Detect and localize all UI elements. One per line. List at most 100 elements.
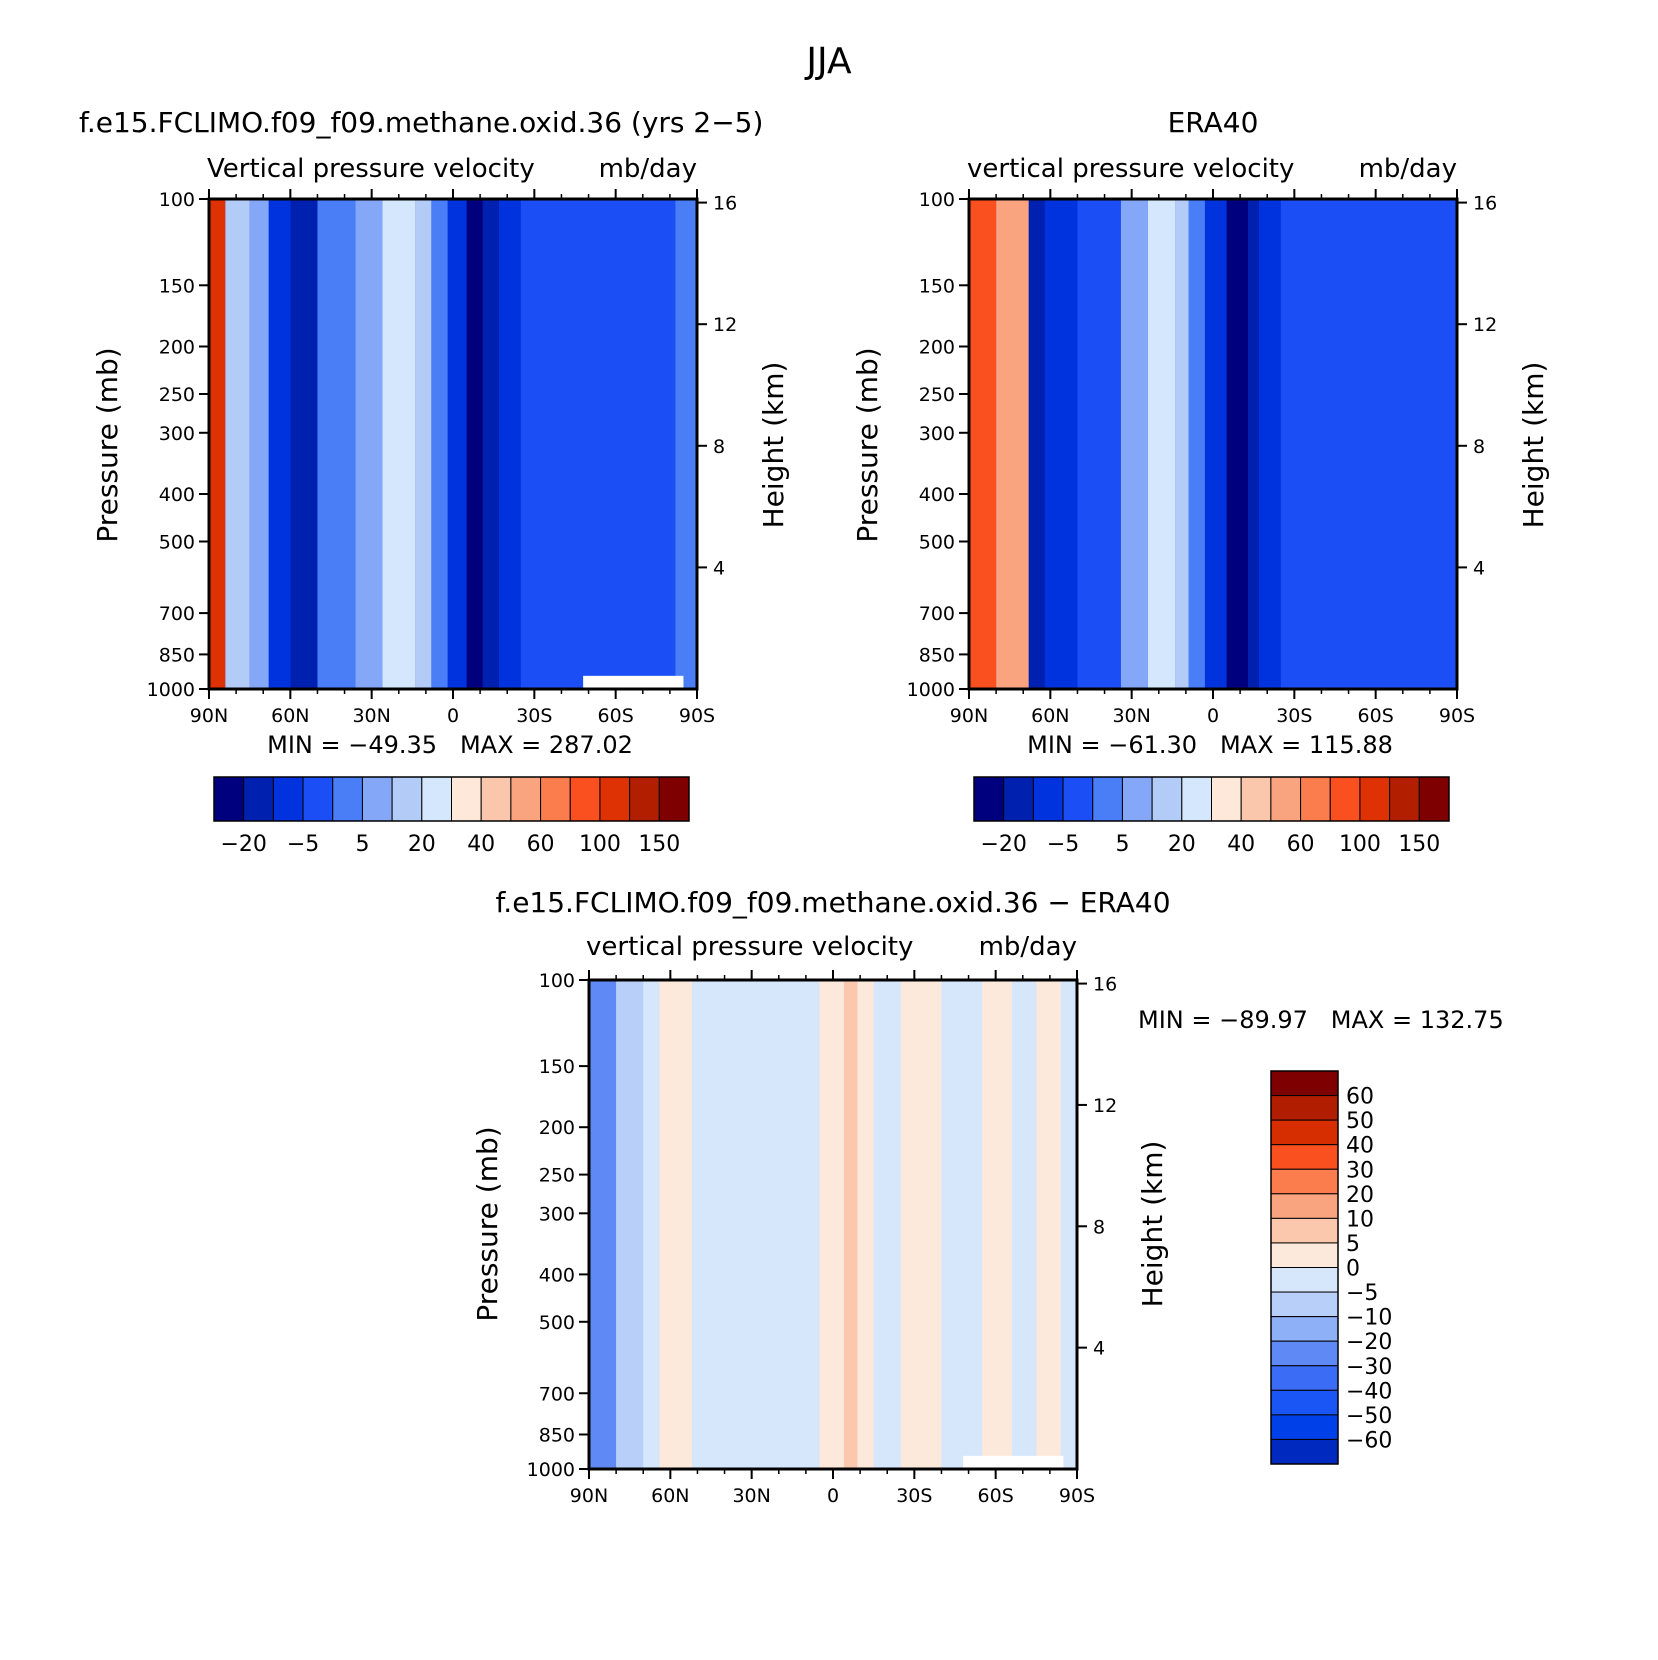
colorbar-swatch <box>1151 776 1183 822</box>
x-tick-label: 90N <box>950 705 988 727</box>
colorbar-swatch <box>1270 1267 1339 1293</box>
x-tick-label: 0 <box>447 705 459 727</box>
panel-era40-title: ERA40 <box>1168 106 1259 139</box>
colorbar-swatch <box>1270 1095 1339 1121</box>
colorbar-swatch <box>1062 776 1094 822</box>
colorbar-swatch <box>1003 776 1034 822</box>
colorbar-swatch <box>1121 776 1153 822</box>
colorbar-swatch <box>1270 1144 1339 1170</box>
y-tick-label: 850 <box>539 1424 575 1446</box>
panel-diff-y2label: Height (km) <box>1136 1141 1169 1308</box>
colorbar-label: −60 <box>1346 1428 1392 1453</box>
y-tick-label: 200 <box>159 337 195 359</box>
contour-band <box>659 980 693 1469</box>
colorbar-swatch <box>540 776 571 822</box>
y2-tick-label: 12 <box>1093 1095 1117 1117</box>
y-tick-label: 400 <box>919 484 955 506</box>
y-tick-label: 200 <box>539 1117 575 1139</box>
colorbar-label: 40 <box>1227 832 1255 857</box>
panel-model-colorbar: −20 −5 5 20 40 60 100 150 <box>213 776 690 857</box>
panel-diff-subtitle-left: vertical pressure velocity <box>586 932 913 962</box>
contour-band <box>209 199 226 689</box>
contour-band <box>616 980 644 1469</box>
y2-tick-label: 4 <box>713 557 725 579</box>
y2-tick-label: 16 <box>713 193 737 215</box>
contour-band <box>1204 199 1227 689</box>
y-tick-label: 500 <box>539 1312 575 1334</box>
contour-band <box>735 980 779 1469</box>
y-tick-label: 200 <box>919 337 955 359</box>
colorbar-label: 40 <box>467 832 495 857</box>
y-tick-label: 500 <box>159 531 195 553</box>
colorbar-swatch <box>1270 1242 1339 1268</box>
colorbar-label: −20 <box>980 832 1026 857</box>
contour-band <box>800 980 820 1469</box>
contour-band <box>1362 199 1390 689</box>
contour-band <box>1389 199 1430 689</box>
y-tick-label: 500 <box>919 531 955 553</box>
x-tick-label: 30N <box>352 705 390 727</box>
colorbar-label: −5 <box>287 832 319 857</box>
colorbar-swatch <box>658 776 690 822</box>
colorbar-swatch <box>302 776 334 822</box>
y-tick-label: 250 <box>539 1165 575 1187</box>
y-tick-label: 700 <box>539 1383 575 1405</box>
y-tick-label: 300 <box>159 423 195 445</box>
colorbar-swatch <box>332 776 363 822</box>
y2-tick-label: 8 <box>713 436 725 458</box>
contour-band <box>692 980 736 1469</box>
contour-band <box>1226 199 1249 689</box>
contour-band <box>900 980 942 1469</box>
contour-band <box>268 199 291 689</box>
colorbar-swatch <box>451 776 482 822</box>
colorbar-swatch <box>1270 1365 1339 1391</box>
y2-tick-label: 8 <box>1473 436 1485 458</box>
x-tick-label: 60N <box>1031 705 1069 727</box>
panel-model: f.e15.FCLIMO.f09_f09.methane.oxid.36 (yr… <box>79 106 790 857</box>
colorbar-swatch <box>1211 776 1242 822</box>
contour-band <box>249 199 269 689</box>
contour-band <box>996 199 1029 689</box>
x-tick-label: 60S <box>1358 705 1394 727</box>
y2-tick-label: 4 <box>1473 557 1485 579</box>
y-tick-label: 300 <box>919 423 955 445</box>
contour-band <box>520 199 548 689</box>
colorbar-swatch <box>1270 1217 1339 1244</box>
contour-band <box>819 980 844 1469</box>
x-tick-label: 30S <box>1276 705 1312 727</box>
x-tick-label: 60S <box>978 1485 1014 1507</box>
panel-diff-title: f.e15.FCLIMO.f09_f09.methane.oxid.36 − E… <box>495 886 1170 919</box>
colorbar-label: −20 <box>220 832 266 857</box>
panel-model-y2label: Height (km) <box>757 362 790 529</box>
x-tick-label: 90S <box>1059 1485 1095 1507</box>
contour-band <box>1036 980 1061 1469</box>
colorbar-label: −50 <box>1346 1404 1392 1429</box>
x-tick-label: 0 <box>827 1485 839 1507</box>
colorbar-label: −40 <box>1346 1379 1392 1404</box>
x-tick-label: 60N <box>651 1485 689 1507</box>
colorbar-swatch <box>1181 776 1212 822</box>
colorbar-label: 60 <box>527 832 555 857</box>
colorbar-label: 100 <box>1339 832 1381 857</box>
colorbar-swatch <box>569 776 601 822</box>
y2-tick-label: 12 <box>713 314 737 336</box>
panel-era40-ylabel: Pressure (mb) <box>851 347 884 542</box>
y-tick-label: 1000 <box>527 1459 575 1481</box>
colorbar-label: 20 <box>408 832 436 857</box>
y-tick-label: 300 <box>539 1203 575 1225</box>
colorbar-label: −10 <box>1346 1306 1392 1331</box>
colorbar-label: 40 <box>1346 1134 1374 1159</box>
y2-tick-label: 16 <box>1093 974 1117 996</box>
contour-band <box>1120 199 1148 689</box>
colorbar-swatch <box>1359 776 1391 822</box>
contour-band <box>873 980 901 1469</box>
colorbar-swatch <box>1092 776 1123 822</box>
contour-band <box>843 980 858 1469</box>
contour-band <box>431 199 448 689</box>
colorbar-swatch <box>1270 1414 1339 1440</box>
y2-tick-label: 8 <box>1093 1216 1105 1238</box>
colorbar-label: 0 <box>1346 1257 1360 1282</box>
contour-band <box>675 199 697 689</box>
x-tick-label: 30N <box>732 1485 770 1507</box>
